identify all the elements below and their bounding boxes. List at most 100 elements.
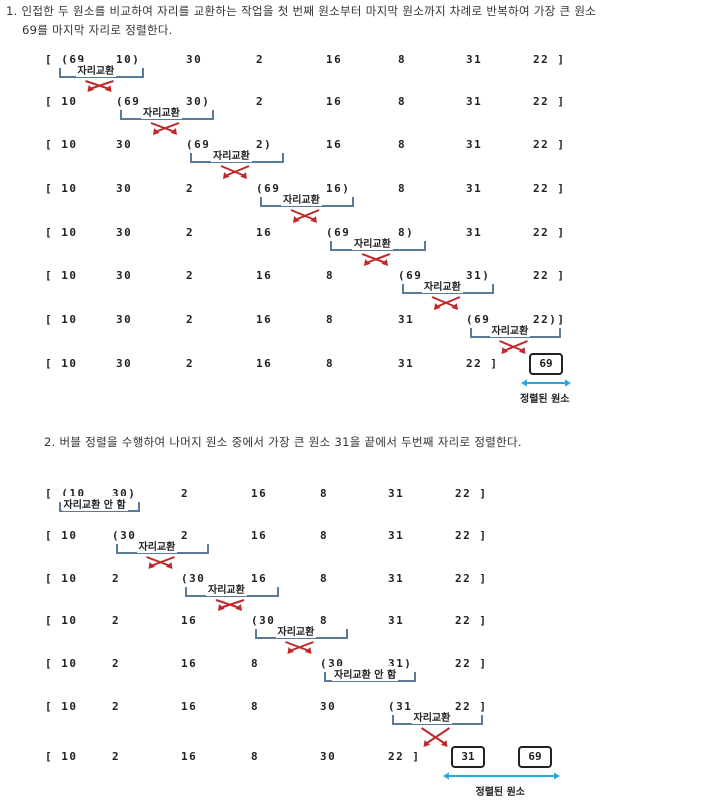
swap-arrow-icon xyxy=(361,253,387,264)
array-element: 16) xyxy=(326,182,351,195)
swap-arrow-icon xyxy=(219,599,245,609)
swap-bracket xyxy=(255,629,348,639)
array-element: 30 xyxy=(320,750,337,763)
swap-arrow-icon xyxy=(420,727,447,745)
sorted-element-box: 69 xyxy=(529,353,563,375)
array-element: [ 10 xyxy=(45,138,78,151)
array-element: 16 xyxy=(181,614,198,627)
swap-label: 자리교환 xyxy=(281,191,322,206)
array-element: 31) xyxy=(466,269,491,282)
array-element: 22 ] xyxy=(455,700,488,713)
sorted-label: 정렬된 원소 xyxy=(475,787,525,798)
sorted-label: 정렬된 원소 xyxy=(520,394,570,405)
array-element: 22 ] xyxy=(455,487,488,500)
array-element: 2 xyxy=(112,750,121,763)
arrowhead-icon xyxy=(223,172,230,179)
swap-bracket xyxy=(324,672,416,682)
array-element: 22 ] xyxy=(388,750,421,763)
swap-bracket xyxy=(116,544,209,554)
swap-label: 자리교환 xyxy=(352,235,393,250)
swap-arrow-icon xyxy=(285,641,310,652)
swap-label: 자리교환 안 함 xyxy=(61,496,128,511)
swap-label: 자리교환 xyxy=(206,581,247,596)
arrowhead-icon xyxy=(501,347,509,354)
swap-label: 자리교환 xyxy=(422,278,463,293)
array-element: 31 xyxy=(388,572,405,585)
arrowhead-icon xyxy=(381,259,388,266)
arrowhead-icon xyxy=(565,379,571,387)
array-element: 22 ] xyxy=(455,614,488,627)
array-element: 2 xyxy=(256,53,265,66)
swap-arrow-icon xyxy=(146,556,171,567)
array-element: 30 xyxy=(116,182,133,195)
array-element: 16 xyxy=(251,487,268,500)
swap-arrow-icon xyxy=(215,599,241,609)
array-element: 30 xyxy=(116,138,133,151)
swap-bracket xyxy=(59,68,144,78)
array-element: (30 xyxy=(181,572,206,585)
swap-arrow-icon xyxy=(220,165,246,177)
array-element: 31 xyxy=(466,95,483,108)
swap-arrow-icon xyxy=(89,80,114,90)
array-element: 22 ] xyxy=(533,226,566,239)
arrowhead-icon xyxy=(434,303,441,310)
swap-label: 자리교환 안 함 xyxy=(332,666,399,681)
arrowhead-icon xyxy=(218,604,225,611)
swap-bracket xyxy=(190,153,284,163)
array-element: 8 xyxy=(251,700,260,713)
array-element: 31 xyxy=(388,614,405,627)
arrowhead-icon xyxy=(165,562,173,569)
array-element: 16 xyxy=(256,357,273,370)
array-element: 10) xyxy=(116,53,141,66)
arrowhead-icon xyxy=(235,604,242,611)
swap-bracket xyxy=(185,587,279,597)
array-element: [ 10 xyxy=(45,226,78,239)
array-element: [ 10 xyxy=(45,529,78,542)
array-element: [ 10 xyxy=(45,657,78,670)
array-element: 22 ] xyxy=(533,269,566,282)
array-element: 31 xyxy=(466,182,483,195)
array-element: 22 ] xyxy=(466,357,499,370)
array-element: 8) xyxy=(398,226,415,239)
array-element: 8 xyxy=(320,572,329,585)
array-element: 2 xyxy=(112,700,121,713)
array-element: 2 xyxy=(181,487,190,500)
array-element: [ 10 xyxy=(45,95,78,108)
array-element: 2 xyxy=(112,572,121,585)
arrowhead-icon xyxy=(240,172,247,179)
array-element: 2 xyxy=(186,226,195,239)
arrowhead-icon xyxy=(304,647,312,654)
arrowhead-icon xyxy=(443,772,449,780)
swap-arrow-icon xyxy=(499,340,524,352)
array-element: 2) xyxy=(256,138,273,151)
swap-arrow-icon xyxy=(150,122,176,133)
array-element: 16 xyxy=(181,750,198,763)
array-element: 22 ] xyxy=(533,95,566,108)
array-element: (30 xyxy=(112,529,137,542)
swap-arrow-icon xyxy=(224,165,250,177)
array-element: 16 xyxy=(326,95,343,108)
array-element: [ 10 xyxy=(45,313,78,326)
swap-label: 자리교환 xyxy=(489,322,531,337)
section-2-heading: 2. 버블 정렬을 수행하여 나머지 원소 중에서 가장 큰 원소 31을 끝에… xyxy=(44,435,522,449)
array-element: 2 xyxy=(186,182,195,195)
swap-arrow-icon xyxy=(424,727,451,745)
array-element: (69 xyxy=(326,226,351,239)
intro-line-2: 69를 마지막 자리로 정렬한다. xyxy=(22,23,173,37)
swap-label: 자리교환 xyxy=(136,538,178,553)
array-element: [ 10 xyxy=(45,357,78,370)
array-element: 8 xyxy=(320,487,329,500)
array-element: 8 xyxy=(398,95,407,108)
array-element: 22 ] xyxy=(455,657,488,670)
array-element: 2 xyxy=(112,614,121,627)
array-element: 31 xyxy=(466,138,483,151)
array-element: 22)] xyxy=(533,313,566,326)
array-element: 22 ] xyxy=(533,138,566,151)
array-element: 16 xyxy=(251,572,268,585)
arrowhead-icon xyxy=(287,647,295,654)
swap-arrow-icon xyxy=(290,209,316,221)
array-element: 31 xyxy=(388,487,405,500)
swap-label: 자리교환 xyxy=(211,147,252,162)
array-element: 8 xyxy=(320,614,329,627)
swap-bracket xyxy=(120,110,214,120)
